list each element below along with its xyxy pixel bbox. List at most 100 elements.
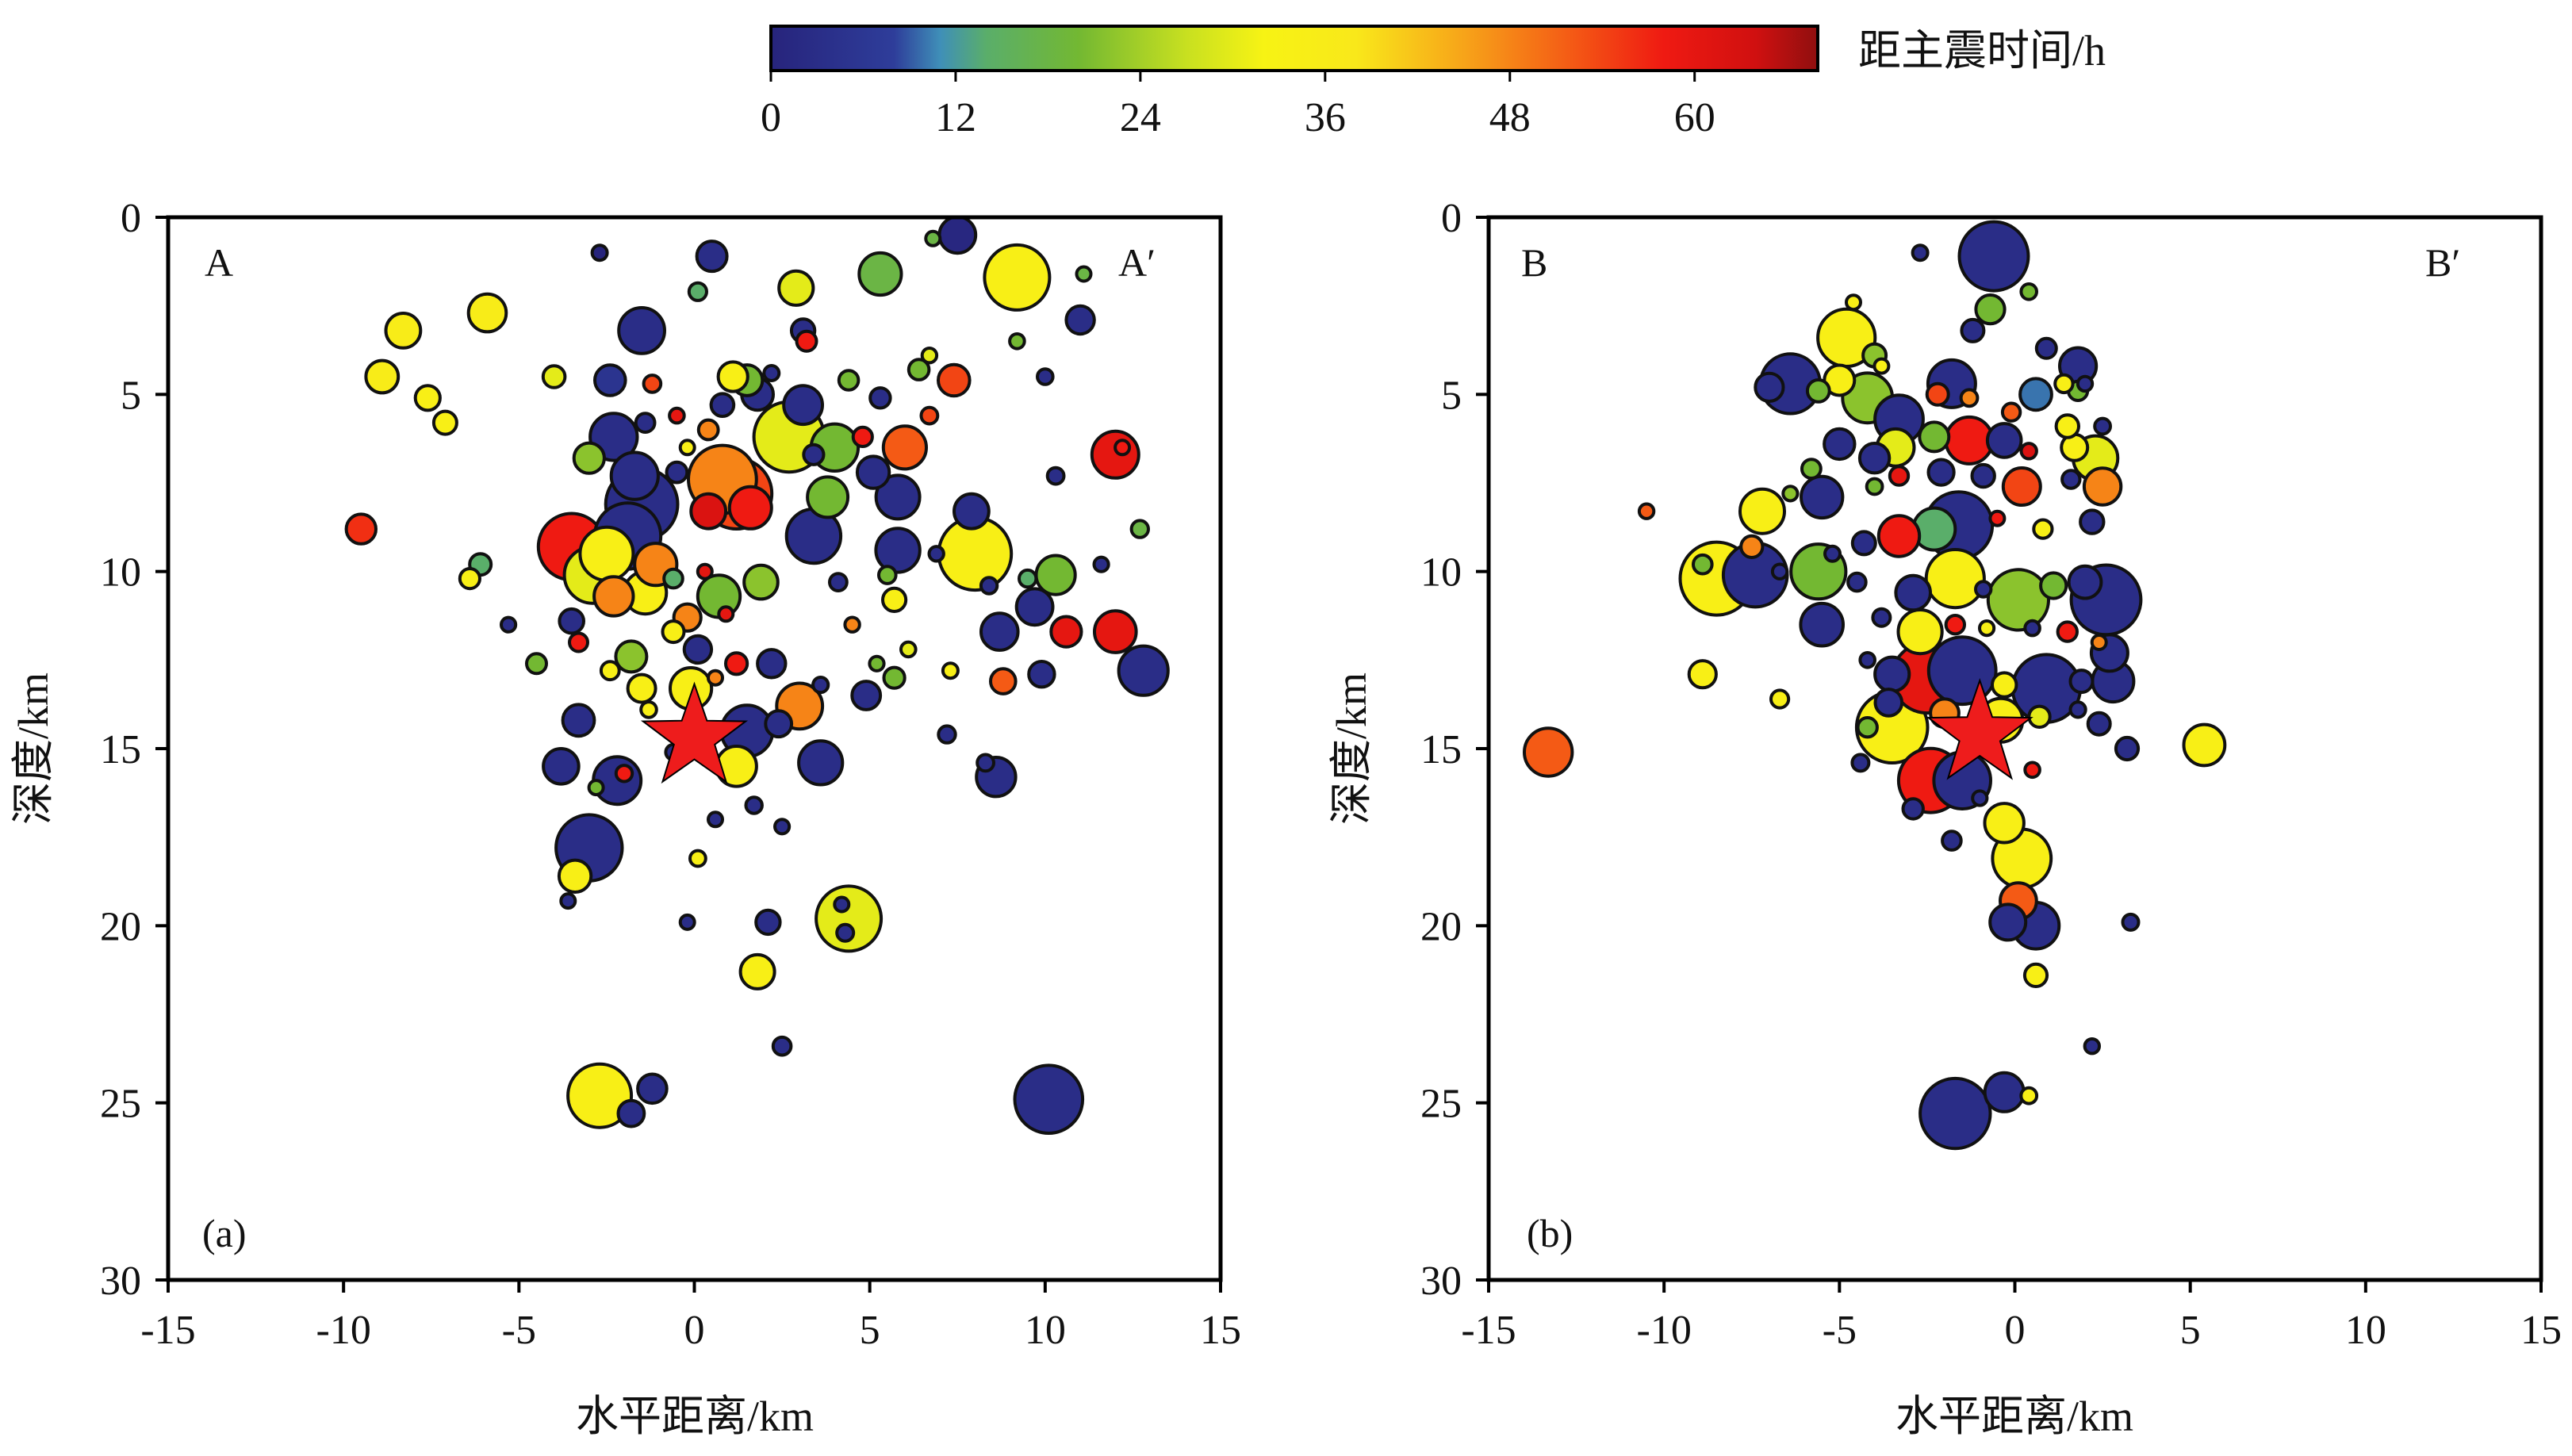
panel-a-event-point (709, 392, 736, 419)
panel-b-event-point (1754, 371, 1785, 403)
panel-b-x-axis-label: 水平距离/km (1895, 1393, 2133, 1440)
panel-a-event-point (857, 251, 903, 297)
panel-b-event-point (1800, 474, 1845, 520)
panel-b-event-point (2000, 401, 2022, 423)
panel-a-event-point (744, 795, 764, 815)
panel-a-event-point (899, 640, 918, 659)
panel-b-event-point (2019, 1086, 2039, 1105)
panel-b-event-point (1858, 651, 1876, 669)
panel-a-event-point (771, 1035, 793, 1057)
panel-a-event-point (937, 724, 957, 745)
panel-a-event-point (1114, 439, 1132, 457)
panel-b-event-point (2023, 619, 2041, 638)
panel-b-event-point (1637, 502, 1656, 520)
panel-b-y-tick-label: 30 (1420, 1259, 1462, 1304)
panel-b-event-point (1988, 509, 2007, 527)
panel-a-event-point (850, 680, 883, 711)
panel-a-event-point (727, 485, 773, 531)
panel-b-event-point (1781, 485, 1800, 503)
panel-b-event-point (1769, 688, 1791, 710)
panel-b-event-point (2182, 722, 2227, 768)
panel-b-event-point (1692, 553, 1714, 576)
panel-a-event-point (678, 439, 696, 457)
panel-a-event-point (541, 364, 567, 389)
panel-b-event-point (2093, 416, 2113, 436)
panel-b-event-point (1974, 580, 1993, 599)
panel-a-event-point (662, 567, 684, 590)
panel-a-event-point (983, 243, 1052, 312)
panel-b-event-point (1865, 477, 1884, 496)
panel-a-event-point (458, 567, 482, 591)
panel-a-event-point (937, 362, 972, 398)
panel-a-event-point (557, 858, 593, 895)
panel-a-event-point (1075, 265, 1093, 283)
panel-a-event-point (682, 634, 714, 665)
panel-b-y-tick-label: 25 (1420, 1082, 1462, 1127)
panel-b-x-tick-label: 15 (2520, 1308, 2562, 1353)
panel-b-event-point (1850, 753, 1871, 773)
colorbar: 0 12 24 36 48 60 距主震时间/h (761, 25, 2106, 140)
panel-a-event-point (688, 849, 707, 868)
panel-b-event-point (1800, 458, 1823, 480)
panel-b-event-point (2019, 442, 2038, 461)
panel-a-event-point (941, 661, 960, 680)
panel-a-event-point (953, 492, 991, 531)
panel-a-event-point (592, 575, 635, 618)
panel-b-event-point (1901, 797, 1925, 821)
panel-b-event-point (2001, 466, 2042, 507)
panel-a-event-point (568, 631, 589, 653)
colorbar-tick-label: 36 (1305, 95, 1346, 140)
panel-a-event-point (696, 562, 714, 580)
panel-a-event-point (716, 360, 749, 393)
panel-a-event-point (754, 908, 782, 937)
panel-a-event-point (1013, 1063, 1085, 1135)
panel-b-event-point (2076, 374, 2095, 393)
panel-a-ticks: -15 -10 -5 0 5 10 15 0 5 10 15 20 25 30 (100, 196, 1241, 1353)
panel-b-x-tick-label: 10 (2345, 1308, 2386, 1353)
panel-b-event-point (1924, 548, 1986, 610)
panel-a-event-point (1064, 304, 1096, 336)
panel-a-event-point (616, 1098, 646, 1128)
panel-b-event-point (1970, 462, 1996, 489)
panel-b-x-tick-label: -15 (1461, 1308, 1516, 1353)
colorbar-gradient (769, 25, 1819, 72)
panel-a-y-tick-label: 15 (100, 727, 141, 772)
panel-b-event-point (1988, 902, 2028, 942)
panel-b-event-point (1991, 671, 2018, 699)
panel-b-event-point (1873, 655, 1911, 693)
panel-a-event-point (1090, 429, 1140, 480)
panel-a-event-point (413, 384, 442, 412)
panel-a-event-point (920, 347, 939, 365)
panel-a-event-point (384, 312, 423, 350)
panel-b-event-point (2086, 711, 2112, 737)
panel-b-event-point (2039, 571, 2068, 600)
panel-a-event-point (1117, 644, 1170, 697)
panel-a-event-point (881, 424, 929, 471)
panel-a-event-point (500, 615, 518, 634)
panel-a-event-point (665, 460, 689, 485)
panel-a-event-point (811, 676, 830, 695)
panel-b-event-point (1985, 422, 2023, 459)
panel-a-event-point (634, 412, 657, 434)
panel-a-event-point (717, 605, 735, 623)
panel-b-event-point (2054, 413, 2081, 439)
panel-a-event-point (431, 409, 458, 436)
panel-a-event-point (1018, 568, 1038, 589)
panel-a-event-point (689, 492, 728, 531)
panel-b-event-point (2023, 761, 2041, 780)
panel-a-y-tick-label: 0 (121, 196, 141, 241)
panel-a-event-point (661, 619, 686, 645)
panel-a-mainshock-star (640, 681, 749, 784)
panel-b-frame (1486, 215, 2543, 1282)
panel-a-event-point (756, 648, 788, 680)
panel-b-event-point (1805, 378, 1831, 404)
panel-a-event-point (773, 818, 792, 836)
panel-a-event-point (874, 527, 922, 574)
panel-a-event-point (566, 1062, 634, 1129)
panel-a-event-point (593, 363, 627, 397)
panel-b-event-point (2067, 564, 2103, 600)
panel-b-x-tick-label: 0 (2005, 1308, 2026, 1353)
panel-a-event-point (1036, 367, 1055, 386)
panel-b-event-point (1918, 420, 1951, 454)
panel-a-event-point (837, 369, 861, 392)
